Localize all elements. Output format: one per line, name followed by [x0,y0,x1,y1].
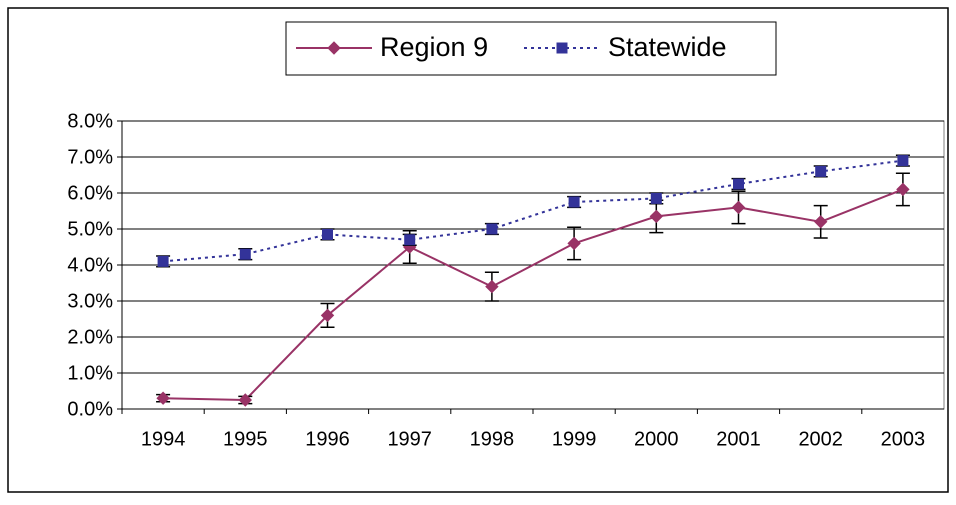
data-point [733,178,744,190]
x-tick-label: 2002 [798,428,843,450]
data-point [650,192,662,204]
data-point [897,155,909,167]
data-point [322,228,333,240]
y-tick-label: 8.0% [67,110,113,132]
y-tick-label: 6.0% [67,182,113,204]
x-tick-label: 1994 [141,428,186,450]
data-point [813,215,828,229]
data-point [238,393,253,407]
y-tick-label: 7.0% [67,146,113,168]
legend-label: Region 9 [380,32,488,62]
x-tick-label: 1995 [223,428,268,450]
y-tick-label: 5.0% [67,218,113,240]
data-point [815,165,827,177]
y-tick-label: 0.0% [67,398,113,420]
x-tick-label: 1999 [552,428,597,450]
x-tick-label: 2000 [634,428,679,450]
data-point [157,255,169,267]
legend-label: Statewide [608,32,727,62]
data-point [320,308,335,323]
x-tick-label: 1997 [387,428,432,450]
series-line [163,188,904,402]
data-point [896,182,910,197]
x-tick-label: 1996 [305,428,350,450]
data-point [485,279,499,294]
x-tick-label: 2003 [881,428,926,450]
x-tick-label: 1998 [470,428,515,450]
y-tick-label: 1.0% [67,362,113,384]
legend-marker [327,41,341,55]
x-tick-label: 2001 [716,428,761,450]
data-point [568,196,580,208]
y-tick-label: 2.0% [67,326,113,348]
data-point [486,223,498,235]
data-point [567,236,581,251]
legend-marker [556,42,568,54]
data-point [404,234,416,246]
data-point [156,391,170,405]
data-point [239,248,251,260]
data-point [649,209,664,224]
data-point [731,200,746,215]
y-tick-label: 4.0% [67,254,113,276]
y-tick-label: 3.0% [67,290,113,312]
